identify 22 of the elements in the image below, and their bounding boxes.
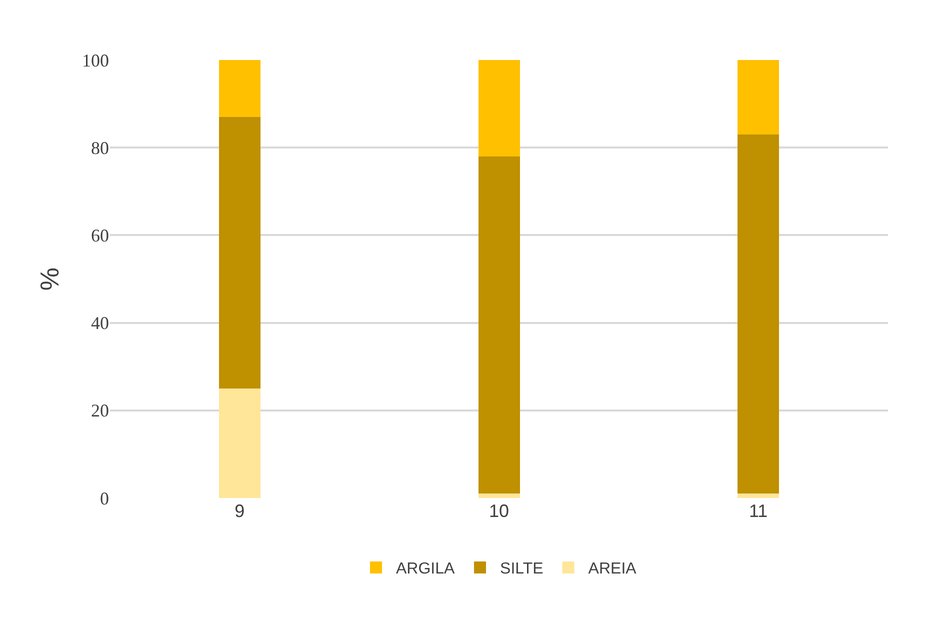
bar bbox=[478, 60, 520, 156]
bar bbox=[478, 156, 520, 494]
y-axis-title: % bbox=[34, 267, 64, 291]
y-tick-label: 100 bbox=[82, 50, 109, 70]
y-tick-label: 80 bbox=[91, 138, 109, 158]
x-tick-label: 10 bbox=[488, 501, 510, 521]
bar bbox=[738, 134, 780, 494]
y-tick-label: 60 bbox=[91, 226, 109, 246]
bar bbox=[738, 60, 780, 134]
y-tick-label: 40 bbox=[91, 313, 109, 334]
bar bbox=[218, 116, 260, 388]
x-tick-label: 9 bbox=[234, 501, 245, 521]
bar bbox=[478, 494, 520, 498]
y-tick-label: 20 bbox=[91, 400, 109, 421]
bar bbox=[218, 60, 260, 117]
bar bbox=[218, 388, 260, 498]
x-tick-label: 11 bbox=[748, 501, 768, 521]
y-tick-label: 0 bbox=[100, 488, 109, 508]
bar bbox=[738, 494, 780, 498]
legend-label: ARGILA bbox=[396, 560, 456, 578]
legend-label: AREIA bbox=[588, 560, 637, 578]
legend-label: SILTE bbox=[500, 560, 544, 578]
